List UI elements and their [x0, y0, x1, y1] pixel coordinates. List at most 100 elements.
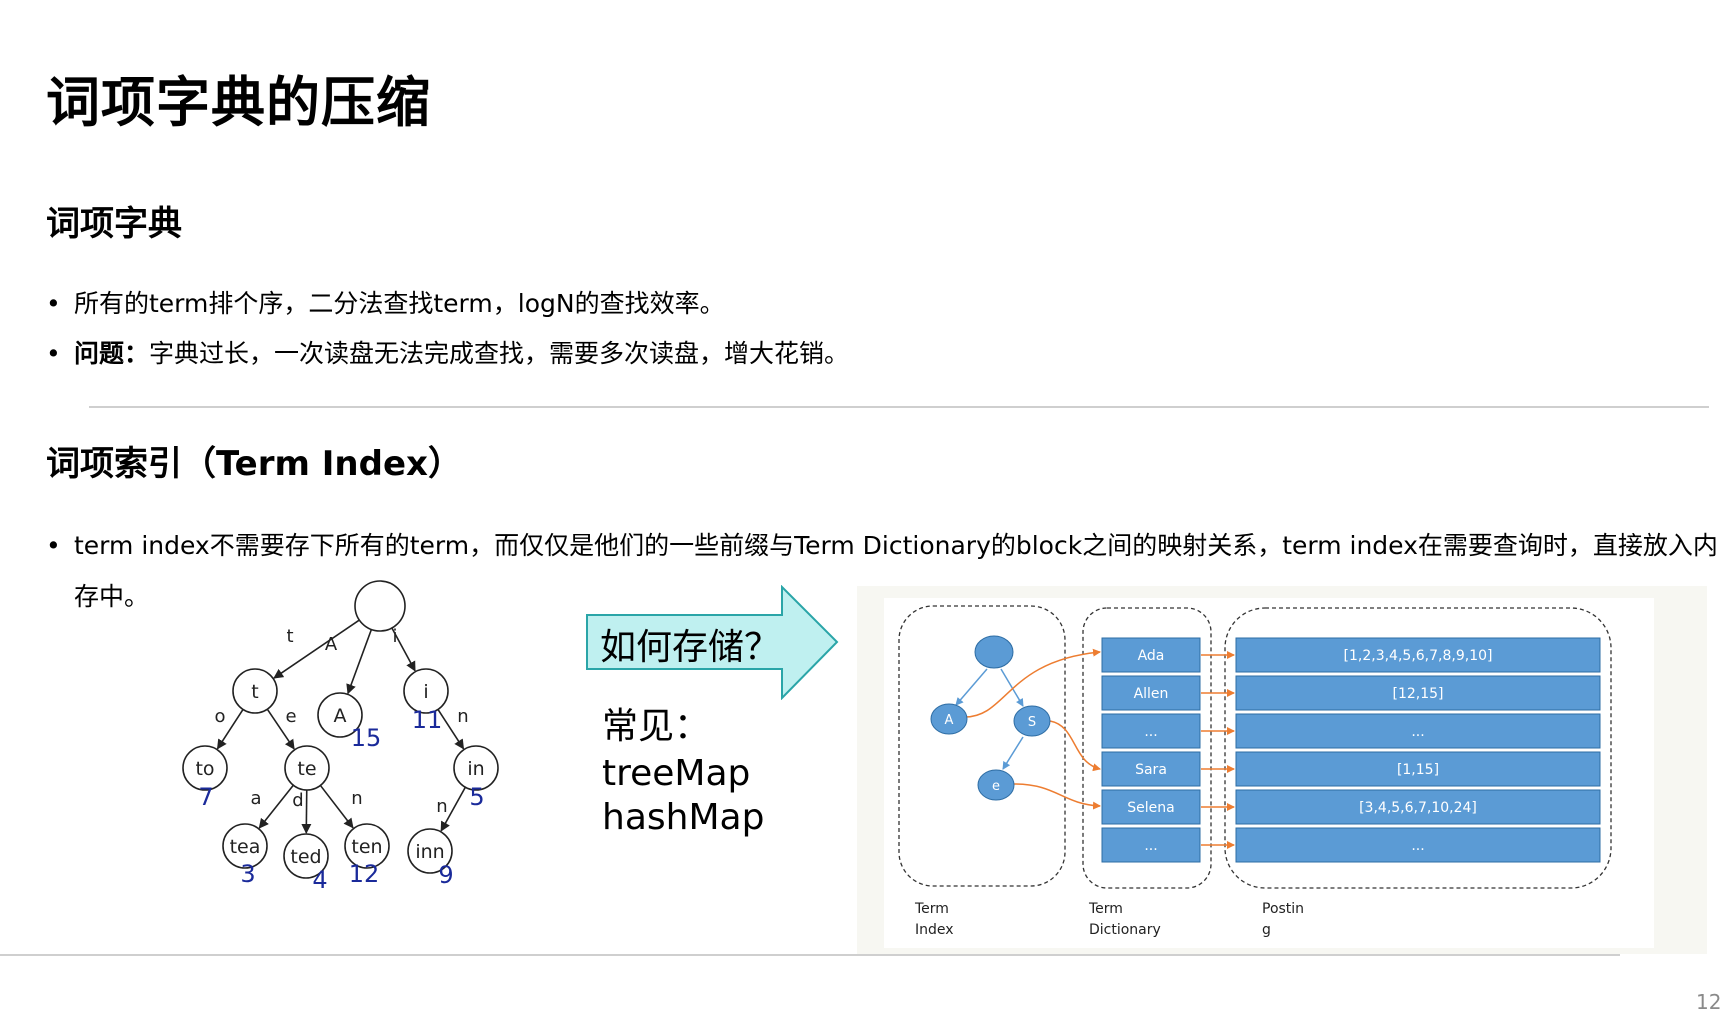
- trie-edge-label: t: [286, 626, 293, 647]
- trie-edge-label: e: [285, 706, 296, 727]
- trie-edge-label: A: [325, 634, 338, 655]
- trie-node-value: 3: [240, 860, 255, 888]
- bullet-text: 所有的term排个序，二分法查找term，logN的查找效率。: [74, 289, 725, 318]
- index-node-label: e: [992, 779, 1000, 794]
- index-to-dict-arrow: [1013, 783, 1101, 810]
- dictionary-term: ...: [1144, 838, 1157, 854]
- posting-list: [1,15]: [1397, 762, 1439, 778]
- common-item-treemap: treeMap: [602, 753, 751, 794]
- dictionary-term: Ada: [1138, 648, 1165, 664]
- posting-list: ...: [1411, 724, 1424, 740]
- index-to-dict-arrow: [1049, 720, 1101, 772]
- dictionary-cell: [1101, 675, 1201, 711]
- dictionary-term: Sara: [1135, 762, 1167, 778]
- dictionary-cell: [1101, 789, 1201, 825]
- bullet-text: 问题：字典过长，一次读盘无法完成查找，需要多次读盘，增大花销。: [74, 336, 849, 372]
- page-title: 词项字典的压缩: [46, 71, 431, 134]
- posting-list: [3,4,5,6,7,10,24]: [1359, 800, 1477, 816]
- index-root-node: [974, 635, 1014, 669]
- trie-node-i: [403, 668, 449, 714]
- term-index-label: Index: [915, 922, 954, 938]
- posting-cell: [1235, 713, 1601, 749]
- trie-node-t: [232, 668, 278, 714]
- posting-list: [1,2,3,4,5,6,7,8,9,10]: [1344, 648, 1493, 664]
- posting-cell: [1235, 637, 1601, 673]
- trie-node-value: 5: [469, 783, 484, 811]
- bullet-label: 问题：: [74, 339, 150, 368]
- bullet-term-index: • term index不需要存下所有的term，而仅仅是他们的一些前缀与Ter…: [46, 528, 1726, 618]
- trie-edge-t-te: [266, 708, 295, 750]
- dictionary-cell: [1101, 713, 1201, 749]
- trie-node-in: [453, 745, 499, 791]
- trie-node-value: 9: [438, 861, 453, 889]
- trie-node-value: 7: [198, 783, 213, 811]
- index-edge: [955, 668, 988, 706]
- bullet-body: 字典过长，一次读盘无法完成查找，需要多次读盘，增大花销。: [149, 339, 850, 368]
- trie-edge-root-i: [391, 627, 416, 672]
- bullet-text: term index不需要存下所有的term，而仅仅是他们的一些前缀与Term …: [74, 531, 1718, 611]
- bottom-rule: [0, 954, 1620, 956]
- index-node-label: A: [945, 713, 954, 728]
- dictionary-cell: [1101, 827, 1201, 863]
- trie-edge-t-to: [216, 709, 244, 750]
- trie-edge-root-A: [346, 629, 373, 695]
- trie-edge-i-in: [437, 709, 465, 750]
- trie-node-ted: [283, 833, 329, 879]
- trie-node-label: ten: [351, 836, 382, 858]
- trie-edge-te-ten: [319, 784, 354, 829]
- dictionary-term: Selena: [1127, 800, 1174, 816]
- dictionary-cell: [1101, 637, 1201, 673]
- section-divider: [89, 406, 1709, 408]
- term-index-dictionary-posting-diagram: Ada Allen... Sara Selena... [1,2,3,4,5,6,7,8…: [884, 598, 1654, 948]
- posting-cell: [1235, 827, 1601, 863]
- term-dictionary-label: Dictionary: [1089, 922, 1161, 938]
- callout-arrow: [586, 585, 839, 700]
- posting-cell: [1235, 751, 1601, 787]
- trie-node-label: ted: [290, 846, 321, 868]
- index-node: [1013, 705, 1051, 737]
- trie-node-label: tea: [230, 836, 261, 858]
- trie-edge-root-t: [273, 619, 360, 679]
- dictionary-term: ...: [1144, 724, 1157, 740]
- term-index-group: [898, 605, 1066, 887]
- trie-node-to: [182, 745, 228, 791]
- term-index-label: Term: [914, 901, 949, 917]
- trie-edge-label: n: [351, 788, 362, 809]
- posting-list: [12,15]: [1392, 686, 1443, 702]
- trie-node-root: [354, 580, 406, 632]
- index-node: [930, 703, 968, 735]
- bullet-sorted-terms: • 所有的term排个序，二分法查找term，logN的查找效率。: [46, 286, 946, 322]
- trie-edge-label: n: [436, 796, 447, 817]
- trie-node-A: [317, 692, 363, 738]
- bullet-dot: •: [46, 339, 61, 368]
- trie-edge-in-inn: [440, 786, 467, 832]
- index-node-label: S: [1028, 715, 1036, 730]
- index-to-dict-arrow: [964, 648, 1101, 718]
- trie-node-label: t: [251, 681, 258, 703]
- trie-node-label: te: [297, 758, 316, 780]
- posting-cell: [1235, 675, 1601, 711]
- common-item-hashmap: hashMap: [602, 797, 765, 838]
- page-number: 12: [1696, 990, 1722, 1014]
- trie-node-label: in: [467, 758, 484, 780]
- trie-node-tea: [222, 823, 268, 869]
- index-edge: [1000, 668, 1024, 707]
- trie-node-value: 15: [351, 724, 382, 752]
- posting-label: Postin: [1262, 901, 1304, 917]
- common-label: 常见：: [602, 706, 711, 747]
- trie-node-te: [284, 745, 330, 791]
- trie-edge-label: n: [457, 706, 468, 727]
- trie-node-value: 12: [349, 860, 380, 888]
- trie-edge-te-tea: [258, 784, 294, 829]
- callout-arrow-shape: [586, 585, 839, 700]
- bullet-dot: •: [46, 289, 61, 318]
- section-title-term-dictionary: 词项字典: [46, 204, 182, 244]
- trie-edge-label: i: [392, 626, 397, 647]
- index-node: [977, 769, 1015, 801]
- bullet-problem: • 问题：字典过长，一次读盘无法完成查找，需要多次读盘，增大花销。: [46, 336, 1046, 372]
- posting-group: [1224, 607, 1612, 889]
- trie-edge-label: d: [292, 790, 303, 811]
- dictionary-cell: [1101, 751, 1201, 787]
- dictionary-term: Allen: [1134, 686, 1169, 702]
